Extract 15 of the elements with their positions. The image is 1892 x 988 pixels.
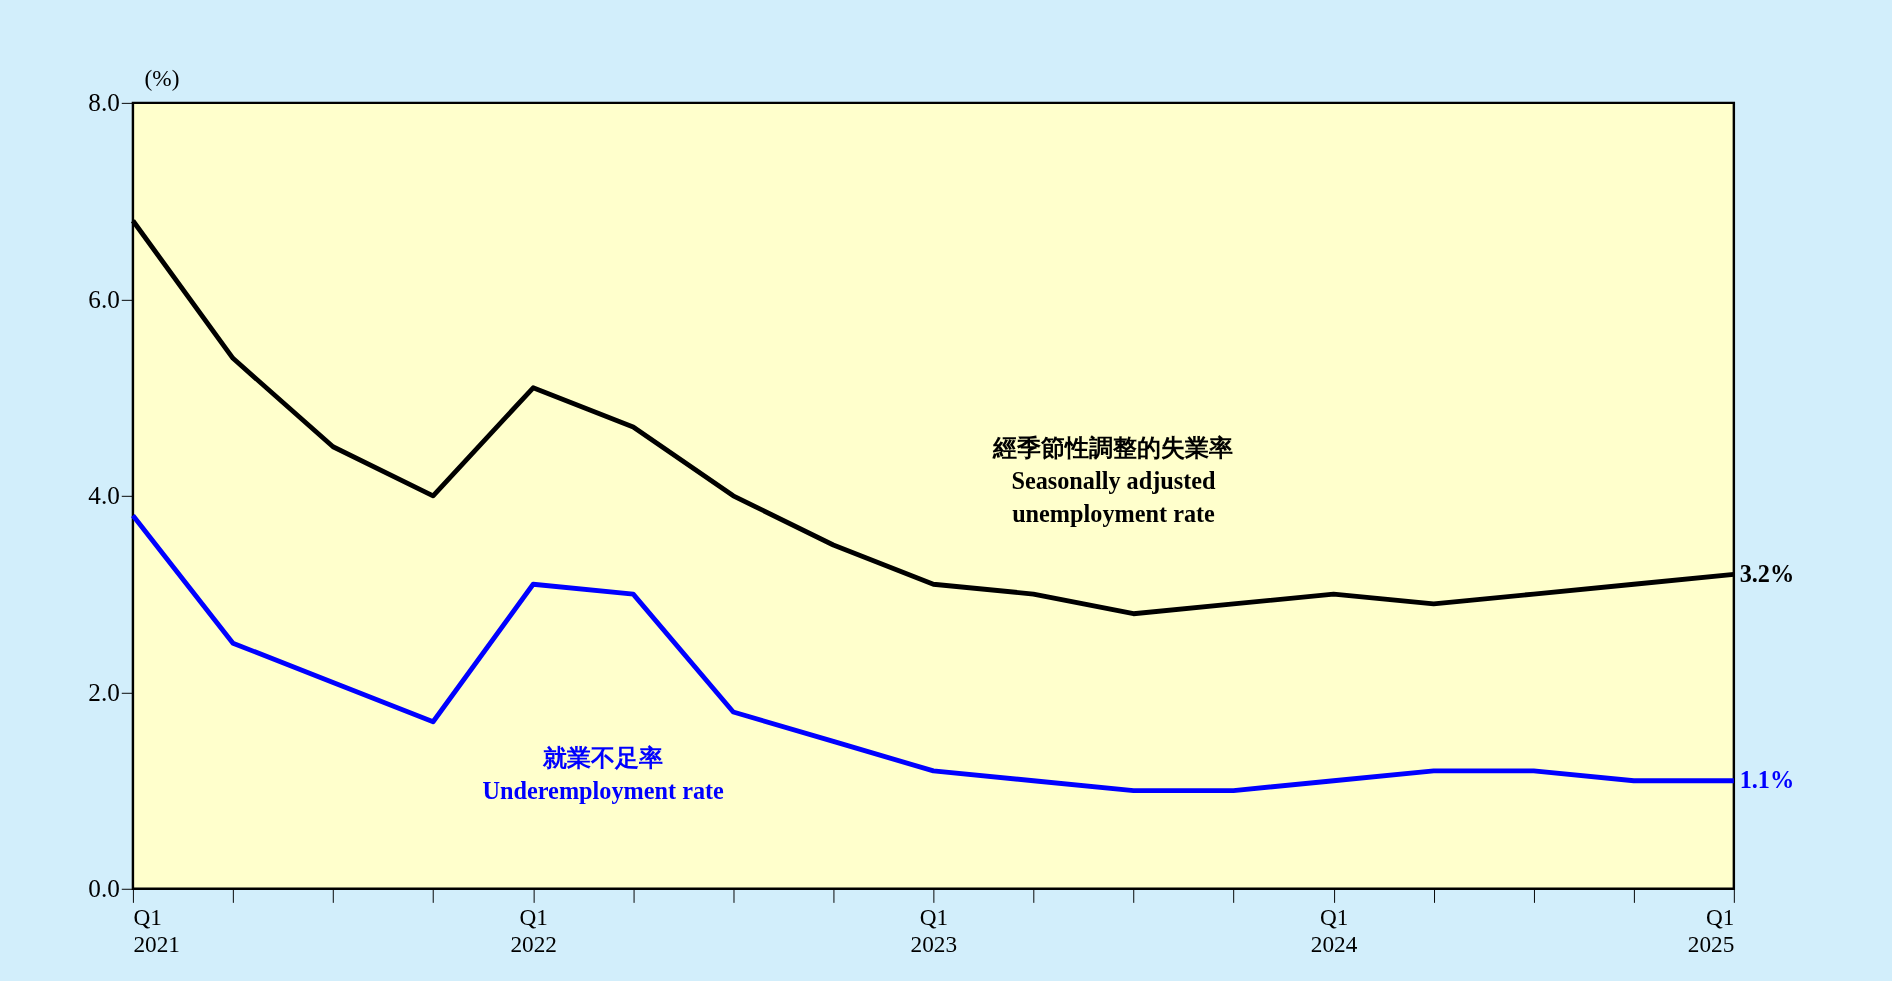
text: 經季節性調整的失業率 Seasonally adjusted unemployment rate bbox=[992, 434, 1234, 528]
y-tick-label: 8.0 bbox=[88, 89, 120, 117]
y-tick-label: 0.0 bbox=[88, 875, 120, 903]
series-label: 就業不足率 Underemployment rate bbox=[482, 743, 725, 804]
x-tick-label: Q1 2025 bbox=[1687, 904, 1735, 958]
x-tick-label: Q1 2021 bbox=[133, 904, 180, 958]
data-label: 1.1% bbox=[1739, 766, 1795, 794]
y-tick-label: 4.0 bbox=[88, 482, 120, 510]
data-label: 3.2% bbox=[1739, 560, 1795, 588]
y-axis-title: (%) bbox=[144, 65, 180, 92]
y-tick-label: 2.0 bbox=[88, 678, 120, 706]
x-tick-label: Q1 2024 bbox=[1310, 904, 1358, 958]
y-tick-label: 6.0 bbox=[88, 285, 120, 313]
x-tick-label: Q1 2023 bbox=[910, 904, 958, 958]
x-tick-label: Q1 2022 bbox=[510, 904, 557, 958]
